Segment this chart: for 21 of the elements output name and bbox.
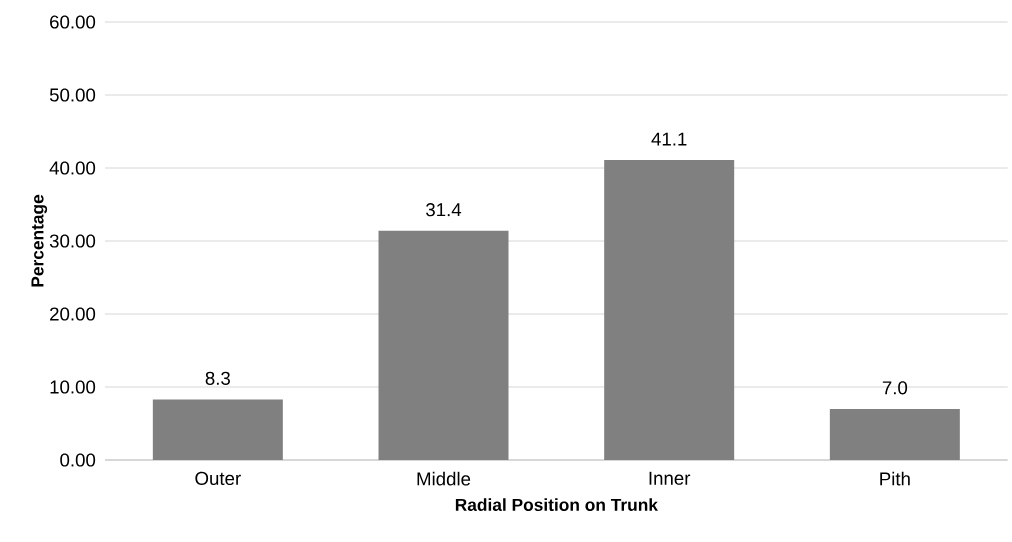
- bar: [604, 159, 735, 460]
- x-tick-label: Outer: [195, 471, 241, 486]
- bar: [152, 399, 283, 460]
- y-tick-label: 60.00: [50, 15, 96, 29]
- y-tick-label: 30.00: [49, 234, 96, 248]
- bar: [378, 230, 509, 460]
- y-tick-label: 20.00: [50, 307, 96, 321]
- y-tick-label: 40.00: [49, 161, 96, 175]
- y-tick-label: 0.00: [60, 453, 96, 467]
- data-label: 31.4: [426, 203, 462, 217]
- data-label: 41.1: [651, 132, 687, 146]
- y-tick-label: 10.00: [50, 380, 96, 394]
- x-tick-label: Inner: [649, 471, 691, 485]
- bar: [829, 408, 960, 460]
- y-tick-label: 50.00: [49, 88, 96, 102]
- x-axis-title: Radial Position on Trunk: [455, 498, 658, 511]
- data-label: 7.0: [882, 381, 908, 395]
- x-tick-label: Middle: [417, 471, 471, 486]
- y-axis-title: Percentage: [31, 194, 48, 287]
- data-label: 8.3: [205, 371, 230, 385]
- x-tick-label: Pith: [880, 471, 910, 486]
